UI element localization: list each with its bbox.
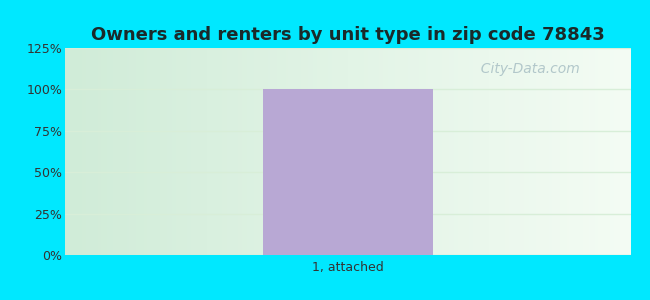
- Title: Owners and renters by unit type in zip code 78843: Owners and renters by unit type in zip c…: [91, 26, 604, 44]
- Bar: [263, 89, 433, 255]
- Text: City-Data.com: City-Data.com: [472, 62, 580, 76]
